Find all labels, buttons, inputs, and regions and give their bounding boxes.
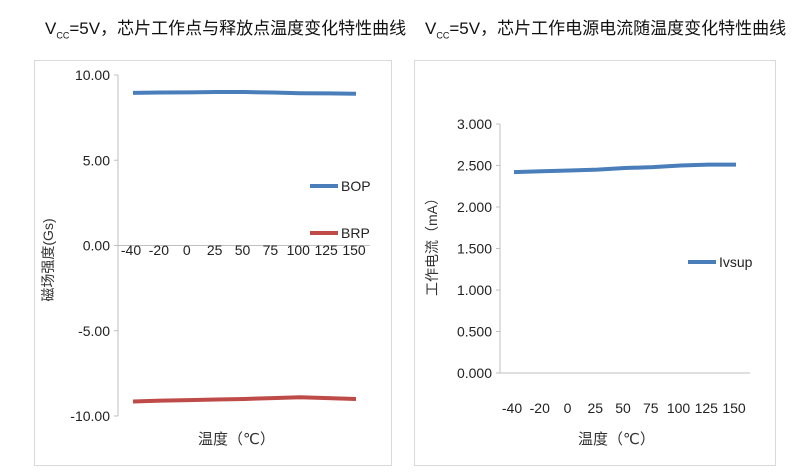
x-tick-label: 50 [235,242,251,258]
chart1-frame [34,60,392,466]
y-tick-label: 2.000 [457,199,492,215]
x-tick-label: -20 [149,242,169,258]
series-line-ivsup [513,162,736,175]
x-tick-label: 75 [263,242,279,258]
legend-label-bop: BOP [341,178,371,194]
x-tick-label: -40 [121,242,141,258]
x-tick-label: 100 [287,242,311,258]
x-tick-label: 0 [564,400,572,416]
y-tick-label: 0.000 [457,365,492,381]
x-tick-label: 125 [314,242,338,258]
x-tick-label: 25 [207,242,223,258]
x-tick-label: 50 [615,400,631,416]
x-tick-label: -40 [502,400,522,416]
legend-label-brp: BRP [341,225,370,241]
x-tick-label: 150 [722,400,746,416]
y-tick-label: 5.00 [83,152,110,168]
x-tick-label: 75 [643,400,659,416]
y-tick-label: -5.00 [78,323,110,339]
y-tick-label: 1.500 [457,241,492,257]
x-tick-label: 100 [667,400,691,416]
x-tick-label: 25 [587,400,603,416]
series-line-brp [132,395,357,404]
y-tick-label: -10.00 [70,408,110,424]
y-tick-label: 0.500 [457,324,492,340]
y-tick-label: 0.00 [83,238,110,254]
y-tick-label: 1.000 [457,282,492,298]
y-tick-label: 10.00 [75,67,110,83]
chart2-frame [414,60,776,466]
chart1-x-label: 温度（℃） [198,431,275,448]
x-tick-label: 0 [183,242,191,258]
series-line-bop [132,90,357,96]
x-tick-label: 150 [342,242,366,258]
y-tick-label: 2.500 [457,158,492,174]
chart2-title: VCC=5V，芯片工作电源电流随温度变化特性曲线 [425,19,787,41]
chart1-title: VCC=5V，芯片工作点与释放点温度变化特性曲线 [45,19,407,41]
x-tick-label: -20 [530,400,550,416]
legend-label-ivsup: Ivsup [719,254,753,270]
x-tick-label: 125 [695,400,719,416]
chart2-x-label: 温度（℃） [578,431,655,448]
y-tick-label: 3.000 [457,116,492,132]
